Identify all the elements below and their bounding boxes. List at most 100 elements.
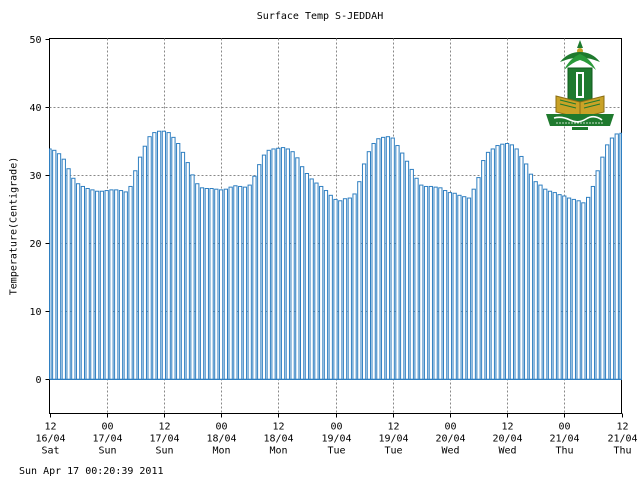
temperature-bar [285, 148, 290, 380]
university-logo [542, 38, 618, 132]
x-tick-label: 00 [444, 422, 456, 433]
x-tick-label: Sun [155, 446, 173, 457]
temperature-bar [457, 194, 462, 380]
temperature-bar [619, 132, 622, 380]
temperature-bar [376, 138, 381, 380]
temperature-bar [223, 188, 229, 380]
temperature-bar [361, 163, 367, 380]
temperature-bar [381, 136, 386, 380]
x-tick-label: 12 [272, 422, 284, 433]
temperature-bar [218, 189, 224, 380]
temperature-bar [566, 197, 572, 380]
x-tick-label: 12 [387, 422, 399, 433]
temperature-bar [600, 156, 605, 380]
temperature-bar [295, 157, 300, 380]
temperature-bar [123, 191, 128, 380]
temperature-bar [271, 148, 276, 380]
temperature-bar [509, 144, 515, 380]
temperature-bar [352, 193, 357, 380]
temperature-bar [557, 194, 562, 380]
temperature-bar [99, 190, 105, 380]
x-tick-label: 12 [501, 422, 513, 433]
temperature-bar [366, 151, 372, 380]
temperature-bar [204, 188, 209, 380]
temperature-bar [547, 190, 553, 380]
temperature-bar [543, 188, 548, 380]
x-tick-label: Wed [498, 446, 516, 457]
x-tick-label: 12 [158, 422, 170, 433]
temperature-bar [409, 168, 414, 380]
footer-timestamp: Sun Apr 17 00:20:39 2011 [19, 466, 164, 477]
temperature-bar [209, 188, 214, 380]
bars-layer [49, 130, 622, 381]
temperature-bar [233, 185, 238, 380]
x-tick-label: 00 [558, 422, 570, 433]
temperature-bar [180, 151, 186, 380]
temperature-bar [257, 164, 262, 380]
temperature-bar [609, 137, 615, 380]
temperature-bar [252, 175, 257, 380]
y-tick-label: 40 [29, 103, 41, 114]
temperature-bar [462, 196, 467, 380]
temperature-bar [290, 151, 295, 380]
temperature-bar [447, 192, 453, 380]
temperature-bar [276, 147, 281, 380]
x-tick-label: 17/04 [149, 434, 179, 445]
temperature-bar [476, 177, 481, 380]
temperature-bar [142, 145, 147, 380]
temperature-bar [562, 195, 567, 380]
x-tick-label: 00 [330, 422, 342, 433]
temperature-bar [481, 160, 486, 380]
y-tick-label: 10 [29, 307, 41, 318]
x-tick-label: Thu [613, 446, 631, 457]
temperature-bar [314, 182, 319, 380]
temperature-bar [71, 177, 76, 380]
axis-layer: 010203040501216/04Sat0017/04Sun1217/04Su… [29, 35, 637, 457]
temperature-bar [319, 185, 324, 380]
x-tick-label: Tue [327, 446, 345, 457]
temperature-bar [423, 185, 429, 380]
temperature-bar [500, 143, 505, 380]
x-tick-label: Sun [98, 446, 116, 457]
temperature-bar [333, 198, 338, 380]
temperature-bar [342, 198, 348, 380]
temperature-bar [161, 130, 167, 380]
temperature-bar [538, 184, 543, 380]
x-tick-label: 00 [101, 422, 113, 433]
x-tick-label: Mon [269, 446, 287, 457]
temperature-bar [176, 143, 181, 380]
temperature-bar [104, 190, 109, 380]
temperature-bar [128, 185, 133, 380]
x-tick-label: 21/04 [607, 434, 637, 445]
temperature-bar [466, 197, 472, 380]
temperature-bar [605, 144, 610, 380]
x-tick-label: 16/04 [35, 434, 65, 445]
temperature-bar [323, 190, 329, 380]
temperature-bar [61, 158, 66, 380]
temperature-bar [357, 181, 362, 380]
temperature-bar [261, 154, 267, 380]
x-tick-label: Tue [384, 446, 402, 457]
temperature-bar [590, 185, 596, 380]
temperature-bar [147, 136, 152, 380]
temperature-bar [95, 190, 100, 380]
temperature-bar [80, 185, 85, 380]
temperature-bar [171, 136, 176, 380]
temperature-bar [443, 190, 448, 380]
temperature-bar [109, 189, 114, 380]
x-tick-label: Sat [41, 446, 59, 457]
x-tick-label: 00 [215, 422, 227, 433]
temperature-bar [190, 174, 195, 380]
temperature-bar [471, 188, 476, 380]
temperature-bar [390, 137, 395, 380]
y-tick-label: 0 [35, 375, 41, 386]
temperature-bar [428, 185, 433, 380]
temperature-bar [242, 186, 248, 380]
temperature-bar [328, 194, 333, 380]
temperature-bar [433, 186, 438, 380]
temperature-bar [395, 145, 400, 380]
temperature-bar [228, 186, 233, 380]
temperature-bar [214, 188, 219, 380]
temperature-bar [56, 153, 62, 380]
temperature-bar [280, 147, 286, 380]
